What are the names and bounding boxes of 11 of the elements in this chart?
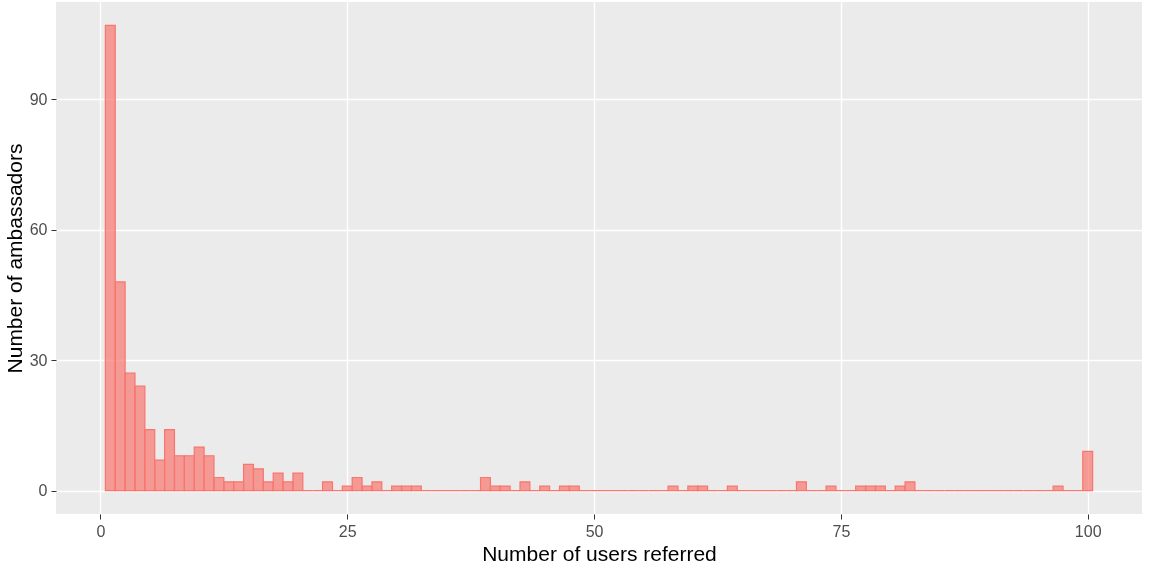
y-tick-label: 0 (38, 482, 48, 500)
x-tick-label: 0 (96, 522, 106, 540)
y-tick-label: 90 (29, 90, 48, 108)
y-tick-label: 60 (29, 221, 48, 239)
x-tick-label: 75 (832, 522, 851, 540)
y-tick-label: 30 (29, 351, 48, 369)
y-axis-title: Number of ambassadors (2, 143, 26, 374)
x-tick-label: 100 (1074, 522, 1102, 540)
x-tick-label: 25 (338, 522, 357, 540)
x-axis-title: Number of users referred (482, 541, 717, 565)
x-tick-label: 50 (585, 522, 604, 540)
